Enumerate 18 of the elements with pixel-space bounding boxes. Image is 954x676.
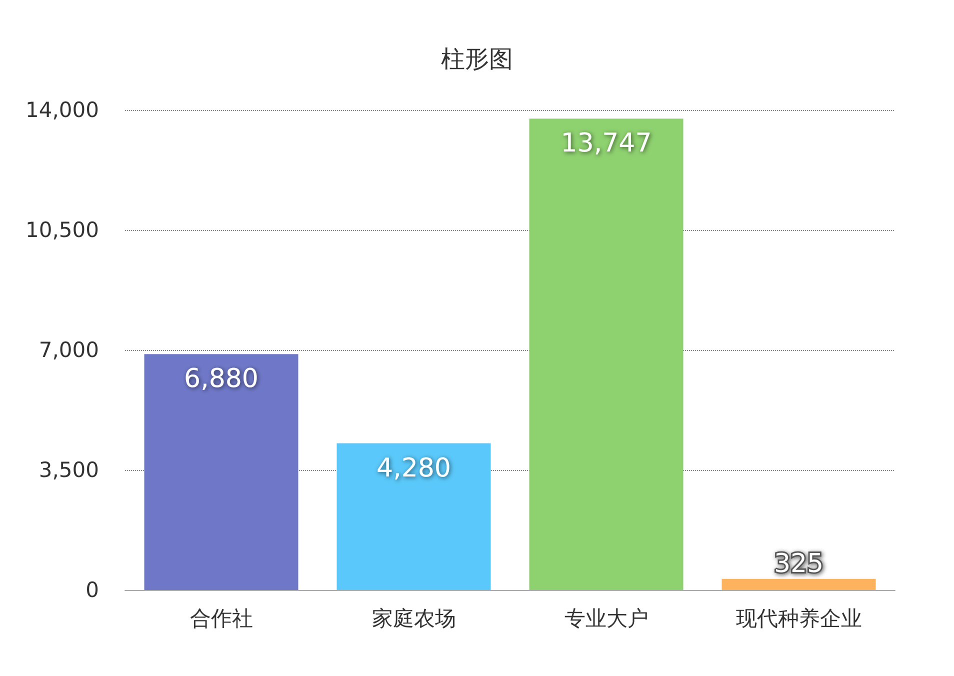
y-tick-label: 10,500 <box>26 218 99 242</box>
bar <box>529 118 684 590</box>
x-tick-label: 专业大户 <box>564 606 648 630</box>
data-label: 6,880 <box>184 364 258 394</box>
y-tick-label: 14,000 <box>26 98 99 122</box>
y-tick-label: 0 <box>86 578 99 602</box>
bar <box>722 578 876 590</box>
x-tick-label: 合作社 <box>190 606 253 630</box>
x-tick-label: 家庭农场 <box>372 606 456 630</box>
bar <box>336 443 491 590</box>
data-label: 13,747 <box>560 128 652 159</box>
y-tick-label: 3,500 <box>38 458 99 482</box>
y-tick-label: 7,000 <box>38 338 99 362</box>
x-tick-label: 现代种养企业 <box>736 606 862 630</box>
bar <box>144 354 298 590</box>
data-label: 4,280 <box>376 453 451 484</box>
data-label: 325 <box>774 548 824 579</box>
chart-title: 柱形图 <box>441 45 513 73</box>
